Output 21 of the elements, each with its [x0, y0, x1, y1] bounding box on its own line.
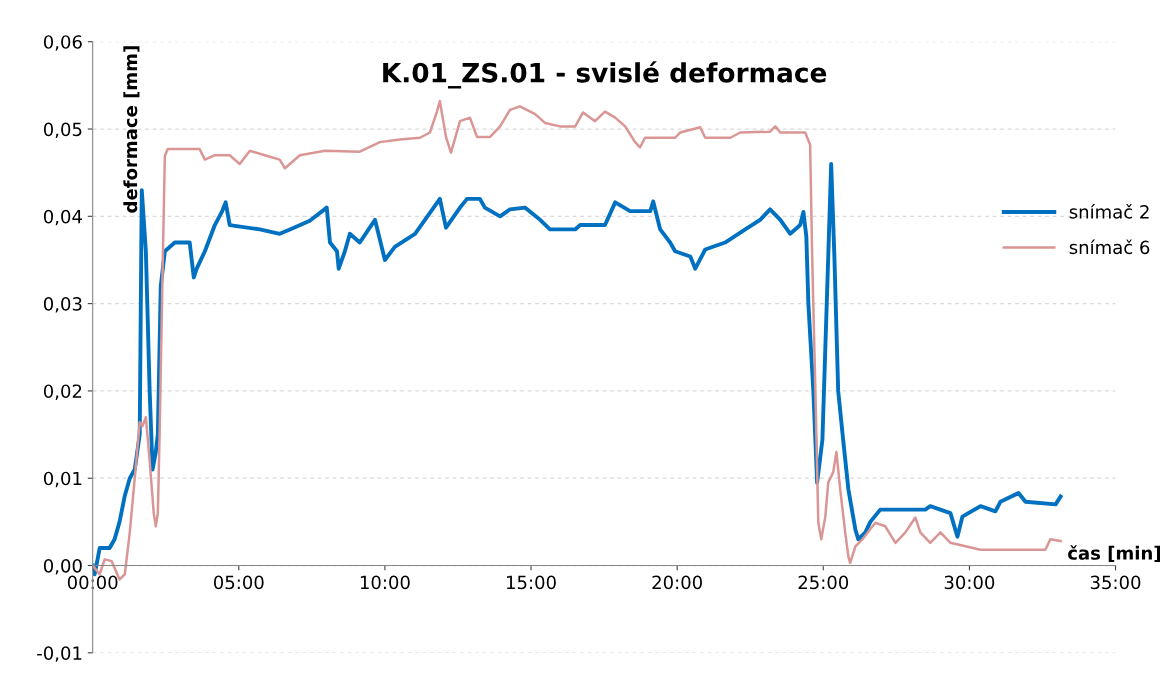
y-tick-label: 0,03 [43, 297, 82, 313]
y-tick-label: 0,04 [43, 209, 82, 226]
x-tick-label: 25:00 [798, 575, 849, 590]
legend-label: snímač 2 [1069, 203, 1149, 219]
y-tick-label: -0,01 [37, 646, 82, 662]
y-tick-label: 0,01 [43, 471, 82, 488]
legend-label: snímač 6 [1069, 239, 1150, 255]
x-tick-label: 20:00 [652, 575, 702, 590]
x-tick-label: 15:00 [507, 575, 556, 590]
y-axis-title: deformace [mm] [123, 46, 140, 213]
text: K.01_ZS.01 - svislé deformace [383, 61, 827, 89]
x-tick-label: 00:00 [67, 575, 118, 590]
x-tick-label: 10:00 [360, 575, 410, 590]
y-tick-label: 0,02 [43, 384, 82, 400]
y-tick-label: 0,00 [43, 558, 82, 575]
x-axis-title: čas [min] [1068, 545, 1160, 562]
x-tick-label: 35:00 [1090, 575, 1141, 590]
y-tick-label: 0,05 [43, 122, 82, 138]
y-tick-label: 0,06 [43, 35, 82, 51]
x-tick-label: 05:00 [213, 575, 264, 590]
x-tick-label: 30:00 [944, 575, 995, 590]
